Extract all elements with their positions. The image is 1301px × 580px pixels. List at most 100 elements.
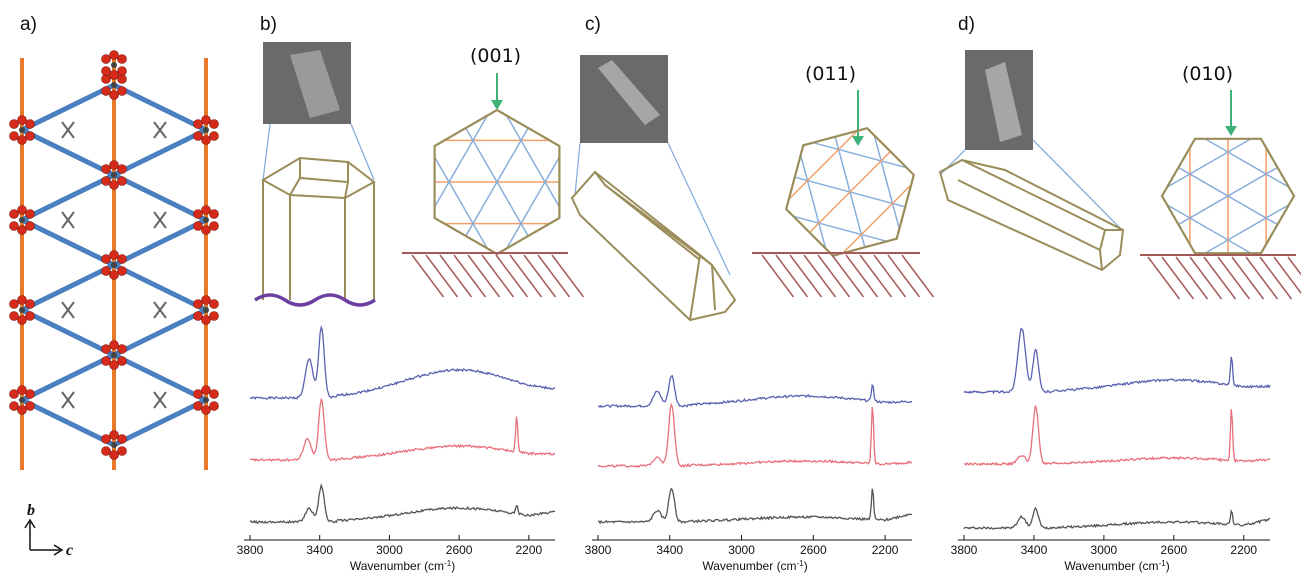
x-tick-label: 3000 [728, 543, 755, 557]
substrate-hatch-b [411, 254, 585, 298]
lattice-line [465, 127, 529, 237]
lattice-line [799, 154, 827, 249]
oxygen-atom [109, 270, 119, 280]
x-tick-label: 3400 [1021, 543, 1048, 557]
oxygen-atom [201, 405, 211, 415]
oxygen-atom [101, 164, 111, 174]
oxygen-atom [201, 295, 211, 305]
framework-links [19, 82, 209, 448]
oxygen-atom [25, 299, 35, 309]
wavy-substrate-b [254, 293, 376, 307]
oxygen-atom [117, 356, 127, 366]
hatch-line [859, 254, 893, 298]
oxygen-atom [101, 446, 111, 456]
oxygen-atom [101, 434, 111, 444]
oxygen-atom [193, 311, 203, 321]
hatch-line [803, 254, 837, 298]
x-axis-label: Wavenumber (cm-1) [1064, 559, 1169, 574]
oxygen-atom [117, 266, 127, 276]
framework-link [111, 127, 209, 178]
metal-atom [19, 217, 25, 223]
oxygen-atom [209, 209, 219, 219]
zoom-line-b-right [350, 123, 375, 181]
oxygen-atom [101, 66, 111, 76]
lattice-line [1204, 204, 1290, 254]
linker-mark [153, 391, 167, 409]
oxygen-atom [117, 176, 127, 186]
axis-arrowhead-c-icon [53, 544, 64, 556]
metal-atom [111, 262, 117, 268]
lattice-line [812, 141, 907, 169]
hatch-line [1259, 256, 1293, 300]
oxygen-atom [117, 86, 127, 96]
oxygen-atom [109, 70, 119, 80]
oxygen-atom [109, 450, 119, 460]
linker-mark [153, 301, 167, 319]
oxygen-atom [117, 54, 127, 64]
hatch-line [537, 254, 571, 298]
panel-c-schematic: (011) [570, 55, 935, 322]
linker-mark [153, 121, 167, 139]
oxygen-atom [117, 344, 127, 354]
spectrum-series-blue [597, 374, 913, 409]
framework-link [19, 127, 117, 178]
oxygen-atom [109, 50, 119, 60]
hatch-line [1217, 256, 1251, 300]
x-tick-label: 2600 [446, 543, 473, 557]
metal-atom [111, 352, 117, 358]
hex-lattice-d [1160, 137, 1296, 255]
hatch-line [523, 254, 557, 298]
axis-arrowhead-b-icon [24, 518, 36, 529]
lattice-line [793, 215, 888, 243]
spectrum-panel-c: 3800 3400 3000 2600 2200 Wavenumber (cm-1) [585, 374, 913, 573]
hatch-line [425, 254, 459, 298]
framework-structure [9, 50, 219, 470]
sem-crystal-b [290, 50, 340, 118]
framework-link [111, 307, 209, 358]
oxygen-atom [101, 266, 111, 276]
framework-link [111, 262, 209, 313]
oxygen-atom [25, 119, 35, 129]
oxygen-atom [17, 295, 27, 305]
oxygen-atom [101, 74, 111, 84]
metal-atom [203, 307, 209, 313]
hatch-line [1175, 256, 1209, 300]
framework-link [19, 262, 117, 313]
lattice-line [433, 156, 489, 249]
zoom-line-b-left [262, 123, 271, 181]
zoom-line-d-left [939, 149, 966, 176]
oxygen-atom [25, 131, 35, 141]
hatch-line [831, 254, 865, 298]
spectrum-series-blue [249, 325, 556, 400]
hatch-line [1273, 256, 1301, 295]
lattice-line [788, 130, 858, 200]
oxygen-atom [9, 119, 19, 129]
x-tick-label: 3400 [306, 543, 333, 557]
oxygen-atom [117, 446, 127, 456]
spectrum-series-blue [963, 327, 1271, 395]
zoom-line-d-right [1032, 139, 1121, 229]
lattice-line [505, 156, 561, 249]
linker-mark [61, 121, 75, 139]
oxygen-atom [117, 434, 127, 444]
hatch-line [1189, 256, 1223, 300]
oxygen-atom [9, 389, 19, 399]
hexagon-outline [1160, 137, 1296, 255]
oxygen-atom [109, 160, 119, 170]
oxygen-atom [101, 254, 111, 264]
hatch-line [817, 254, 851, 298]
x-tick-label: 3000 [376, 543, 403, 557]
framework-link [111, 217, 209, 268]
oxygen-atom [25, 401, 35, 411]
oxygen-atom [193, 131, 203, 141]
hatch-line [775, 254, 809, 298]
x-tick-label: 2600 [1160, 543, 1187, 557]
axis-letter-b: b [27, 502, 35, 519]
oxygen-atom [109, 340, 119, 350]
oxygen-atom [117, 254, 127, 264]
oxygen-atom [101, 86, 111, 96]
oxygen-atom [193, 389, 203, 399]
hex-lattice-b [433, 108, 561, 256]
hatch-line [411, 254, 445, 298]
panel-label-a: a) [20, 14, 37, 35]
